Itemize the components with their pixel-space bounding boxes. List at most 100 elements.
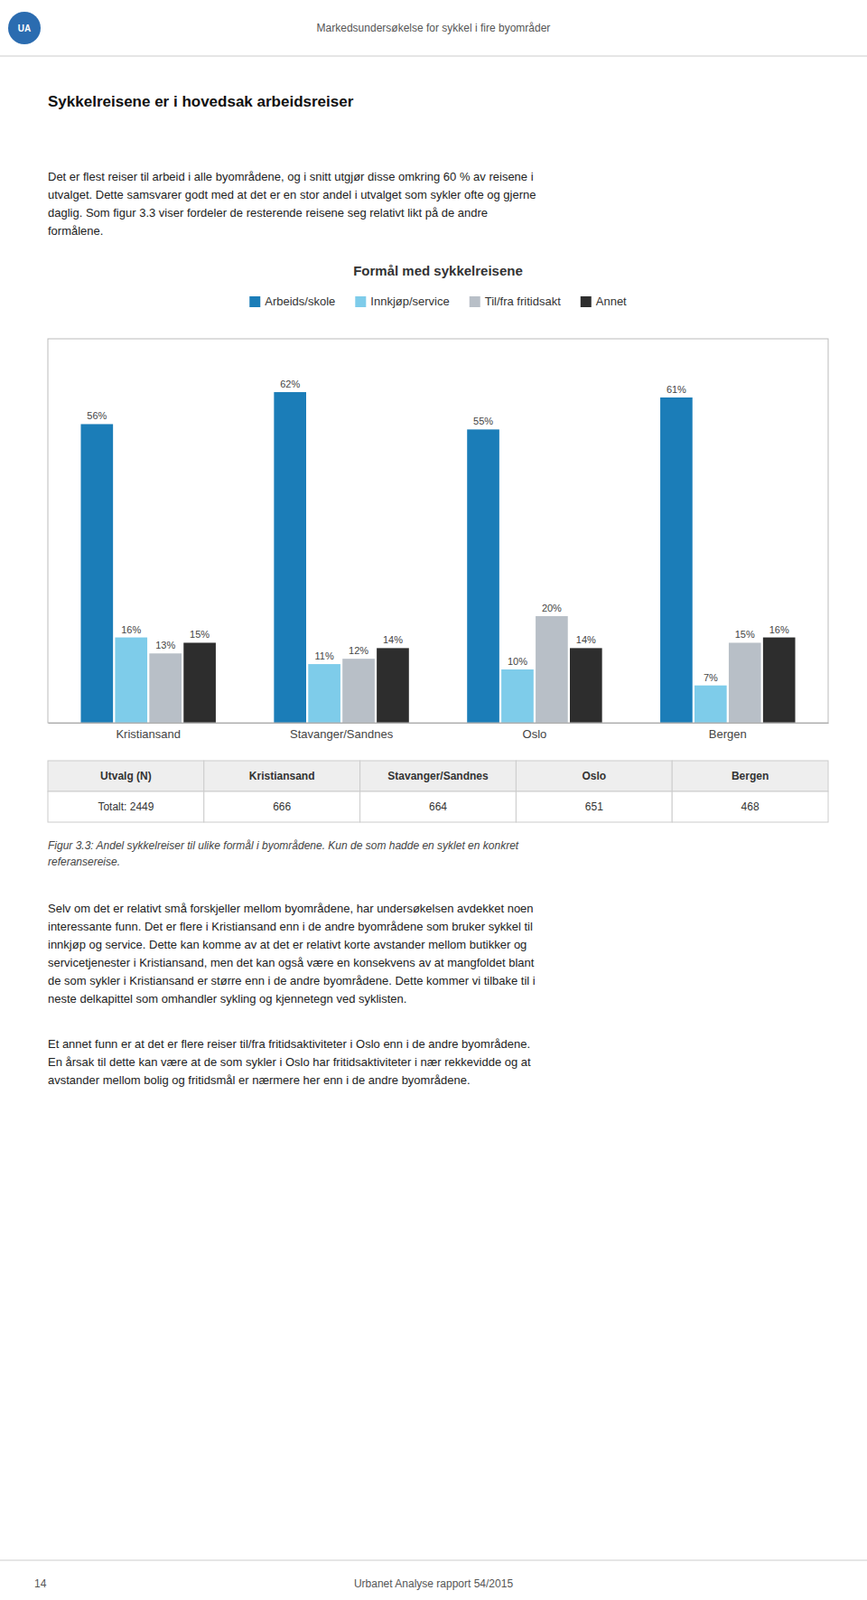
paragraph-line: servicetjenester i Kristiansand, men det… [47, 955, 535, 970]
data-labels: 56% 62% 55% 61% 16% 11% 10% 7% 13% 12% 20% 15% 15% 14… [86, 378, 790, 683]
bar [728, 642, 762, 723]
footer-rule [0, 1559, 867, 1561]
header-text: Markedsundersøkelse for sykkel i fire by… [316, 21, 551, 35]
table-value: 666 [272, 800, 291, 813]
x-tick: Oslo [522, 727, 548, 741]
table-cell [671, 760, 829, 792]
legend-label: Arbeids/skole [264, 294, 336, 308]
table-cell [204, 791, 361, 822]
data-label: 20% [541, 602, 562, 614]
bar [80, 423, 113, 723]
footer: 14 Urbanet Analyse rapport 54/2015 [0, 1559, 867, 1590]
table-header: Kristiansand [249, 769, 316, 783]
bar [273, 391, 307, 723]
x-axis-line [48, 722, 830, 724]
paragraph-line: Selv om det er relativt små forskjeller … [47, 901, 534, 915]
data-label: 7% [703, 671, 718, 683]
header-rule [0, 55, 867, 57]
table-header: Stavanger/Sandnes [387, 769, 489, 783]
bar [660, 397, 693, 723]
table-cell [360, 760, 517, 792]
legend-label: Annet [596, 294, 627, 308]
legend-item: Annet [580, 294, 627, 308]
header: UA Markedsundersøkelse for sykkel i fire … [0, 11, 867, 56]
bar [114, 637, 148, 723]
data-label: 11% [315, 650, 335, 662]
bar [466, 428, 500, 723]
plot-frame [47, 338, 829, 723]
paragraph-line: referansereise. [47, 855, 121, 868]
legend: Arbeids/skole Innkjøp/service Til/fra frit… [249, 294, 627, 308]
table-cell [360, 791, 517, 822]
table-cell [671, 791, 829, 822]
table-value: Totalt: 2449 [97, 800, 154, 813]
bar [569, 647, 603, 723]
paragraph-line: Det er flest reiser til arbeid i alle by… [47, 169, 534, 184]
table-cell [47, 791, 205, 822]
table-value: 651 [585, 800, 604, 813]
bar [763, 637, 796, 723]
x-tick-label: Oslo [522, 727, 548, 741]
data-label: 55% [473, 415, 494, 427]
legend-label: Innkjøp/service [370, 294, 449, 308]
bar [183, 642, 216, 723]
data-label: 62% [279, 378, 300, 390]
paragraph: Selv om det er relativt små forskjeller … [47, 901, 536, 1006]
legend-item: Arbeids/skole [249, 294, 336, 308]
data-label: 12% [348, 644, 369, 656]
data-label: 15% [735, 628, 756, 640]
paragraph-line: innkjøp og service. Dette kan komme av a… [47, 937, 527, 951]
legend-swatch [249, 296, 261, 308]
legend-swatch [354, 296, 366, 308]
paragraph-line: utvalget. Dette samsvarer godt med at de… [47, 187, 537, 202]
table-cell [515, 791, 672, 822]
paragraph-line: avstander mellom bolig og fritidsmål er … [47, 1072, 471, 1087]
bars [80, 391, 795, 723]
bar [342, 658, 375, 723]
paragraph-line: neste delkapittel som omhandler sykling … [47, 991, 407, 1006]
bar [307, 663, 341, 723]
paragraph-line: Et annet funn er at det er flere reiser … [47, 1036, 531, 1051]
legend-label: Til/fra fritidsakt [484, 294, 561, 308]
logo-text: UA [18, 23, 31, 34]
bar [535, 615, 569, 723]
legend-swatch [580, 296, 592, 308]
legend-item: Til/fra fritidsakt [469, 294, 561, 308]
paragraph-line: formålene. [47, 223, 103, 238]
paragraph-line: En årsak til dette kan være at de som sy… [47, 1054, 532, 1069]
data-label: 56% [86, 410, 107, 421]
data-label: 14% [576, 633, 597, 645]
data-label: 13% [155, 639, 176, 651]
page: UA Markedsundersøkelse for sykkel i fire … [0, 0, 867, 1600]
data-label: 16% [121, 624, 141, 635]
x-tick: Stavanger/Sandnes [289, 727, 394, 741]
footer-text: Urbanet Analyse rapport 54/2015 [354, 1576, 513, 1590]
table-cell [47, 760, 205, 792]
paragraph-line: interessante funn. Det er flere i Kristi… [47, 919, 533, 933]
legend-swatch [469, 296, 481, 308]
table-cell [515, 760, 672, 792]
paragraph-line: de som sykler i Kristiansand er større e… [47, 973, 536, 988]
table-header: Oslo [581, 769, 606, 783]
table-value: 468 [741, 800, 760, 813]
x-axis: KristiansandStavanger/SandnesOsloBergen [48, 723, 830, 742]
x-tick-label: Bergen [708, 727, 747, 741]
data-label: 15% [189, 628, 210, 640]
footer-page: 14 [34, 1576, 47, 1590]
caption: Figur 3.3: Andel sykkelreiser til ulike … [47, 839, 520, 868]
x-tick-label: Stavanger/Sandnes [289, 727, 394, 741]
paragraph-line: Figur 3.3: Andel sykkelreiser til ulike … [47, 839, 520, 852]
bar [501, 669, 534, 723]
paragraph: Et annet funn er at det er flere reiser … [47, 1036, 532, 1087]
logo-circle [8, 11, 41, 45]
table: Utvalg (N)KristiansandStavanger/SandnesO… [47, 760, 829, 822]
table-value: 664 [428, 800, 448, 813]
x-tick: Bergen [708, 727, 747, 741]
bar [149, 652, 182, 723]
data-label: 61% [666, 383, 687, 395]
chart-title: Formål med sykkelreisene [353, 262, 523, 279]
heading: Sykkelreisene er i hovedsak arbeidsreise… [47, 93, 355, 111]
data-label: 10% [507, 655, 528, 667]
legend-item: Innkjøp/service [354, 294, 449, 308]
bar [376, 647, 410, 723]
